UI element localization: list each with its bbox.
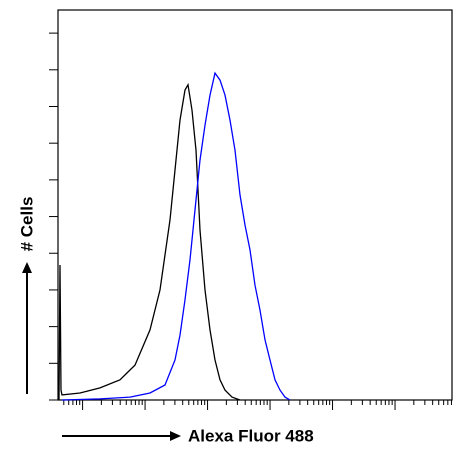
y-axis-label: # Cells [17,197,36,252]
x-axis-label: Alexa Fluor 488 [188,426,314,445]
plot-frame [57,9,453,401]
histogram-line [58,82,241,401]
histogram-line [61,71,291,401]
x-arrow-head [170,431,181,441]
y-arrow-head [22,262,32,273]
